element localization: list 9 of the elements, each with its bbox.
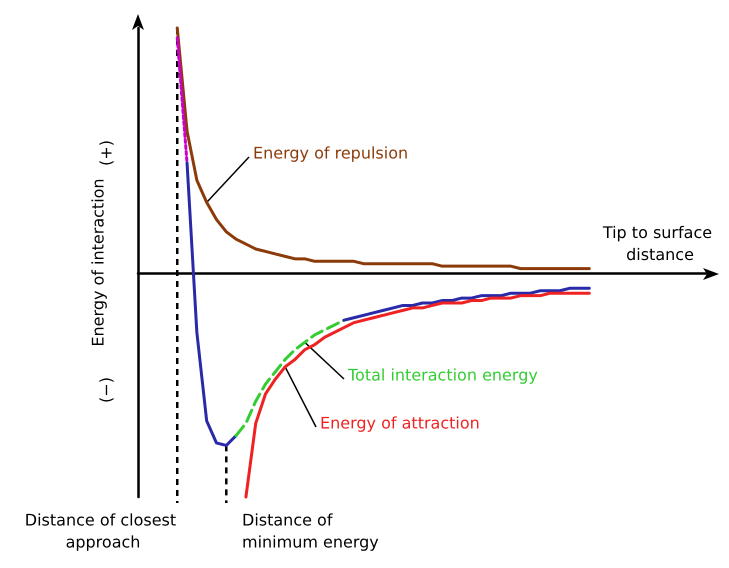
text: Energy of repulsion <box>253 144 408 162</box>
text: (+) <box>96 140 116 166</box>
text: Energy of attraction <box>320 414 480 432</box>
text: Total interaction energy <box>347 366 538 384</box>
text: Distance of closest approach <box>24 510 182 552</box>
text: Distance of minimum energy <box>242 510 379 552</box>
x-axis-title: Tip to surface distance <box>602 223 718 264</box>
y-axis-title: Energy of interaction <box>88 178 108 347</box>
text: (−) <box>96 377 116 403</box>
